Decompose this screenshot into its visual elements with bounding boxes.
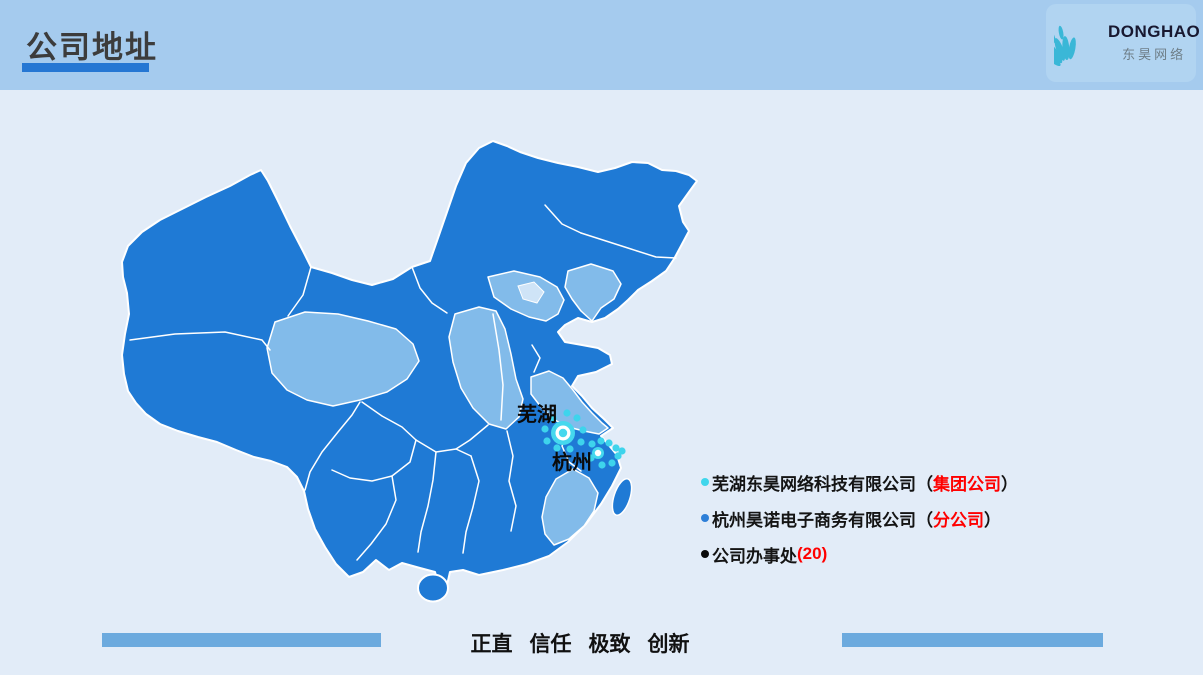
legend-bullet-blue — [701, 514, 709, 522]
legend-item-offices: 公司办事处 ( 20 ) — [701, 536, 1018, 572]
value-word: 信任 — [529, 633, 572, 656]
office-dot — [563, 409, 571, 417]
map-light-provinces — [266, 263, 622, 546]
legend-highlight: 分公司 — [933, 510, 984, 530]
office-dot — [588, 440, 596, 448]
city-label-wuhu: 芜湖 — [517, 402, 557, 426]
office-dot — [597, 437, 605, 445]
legend-highlight: 20 — [802, 544, 822, 563]
legend-highlight: 集团公司 — [933, 474, 1001, 494]
marker-group-hq — [551, 421, 575, 445]
map-region-northeast — [564, 263, 622, 322]
legend-bullet-cyan — [701, 478, 709, 486]
footer-values: 正直 信任 极致 创新 — [430, 628, 730, 658]
value-word: 极致 — [588, 633, 631, 656]
office-dot — [608, 459, 616, 467]
office-dot — [579, 426, 587, 434]
logo-subtitle: 东昊网络 — [1122, 46, 1187, 62]
legend-text: 芜湖东昊网络科技有限公司 — [712, 474, 916, 494]
office-dot — [541, 425, 549, 433]
office-dot — [587, 454, 595, 462]
office-dot — [573, 414, 581, 422]
legend-item-hq: 芜湖东昊网络科技有限公司 （ 集团公司 ） — [701, 464, 1018, 500]
map-region-jiangsu — [530, 370, 609, 435]
footer-bar-right — [842, 633, 1103, 647]
map-region-hainan — [417, 573, 449, 603]
office-dot — [553, 444, 561, 452]
value-word: 正直 — [470, 633, 513, 656]
legend-paren: ( — [797, 544, 803, 563]
map-region-pale — [517, 281, 545, 304]
marker-branch — [592, 447, 604, 459]
office-dot — [543, 437, 551, 445]
value-word: 创新 — [647, 633, 690, 656]
office-dot — [614, 452, 622, 460]
office-dot — [577, 438, 585, 446]
title-underline — [22, 63, 149, 72]
logo-wordmark: DONGHAO — [1108, 22, 1201, 42]
map-region-taiwan — [611, 478, 633, 516]
map-region-central — [448, 306, 524, 430]
page-title: 公司地址 — [26, 30, 158, 65]
map-province-borders — [129, 204, 677, 561]
legend-paren: ） — [1001, 474, 1018, 494]
fan-icon — [1054, 25, 1076, 66]
legend-paren: ） — [984, 510, 1001, 530]
office-dot — [612, 444, 620, 452]
city-label-hangzhou: 杭州 — [552, 450, 592, 474]
header: 公司地址 DONGH — [0, 0, 1203, 90]
legend-text: 杭州昊诺电子商务有限公司 — [712, 510, 916, 530]
legend-text: 公司办事处 — [712, 546, 797, 566]
legend-paren: （ — [916, 474, 933, 494]
legend-paren: （ — [916, 510, 933, 530]
legend-paren: ) — [821, 544, 828, 563]
office-dot — [605, 439, 613, 447]
office-dots — [541, 409, 626, 469]
office-dot — [549, 414, 557, 422]
logo-box: DONGHAO 东昊网络 — [1046, 4, 1200, 82]
footer-bar-left — [102, 633, 381, 647]
map-region-qinghai — [266, 311, 420, 407]
map-region-fujian — [541, 468, 599, 546]
legend-bullet-black — [701, 550, 709, 558]
office-dot — [598, 461, 606, 469]
office-dot — [618, 447, 626, 455]
office-dot — [566, 445, 574, 453]
legend: 芜湖东昊网络科技有限公司 （ 集团公司 ） 杭州昊诺电子商务有限公司 （ 分公司… — [701, 464, 1018, 572]
legend-item-branch: 杭州昊诺电子商务有限公司 （ 分公司 ） — [701, 500, 1018, 536]
